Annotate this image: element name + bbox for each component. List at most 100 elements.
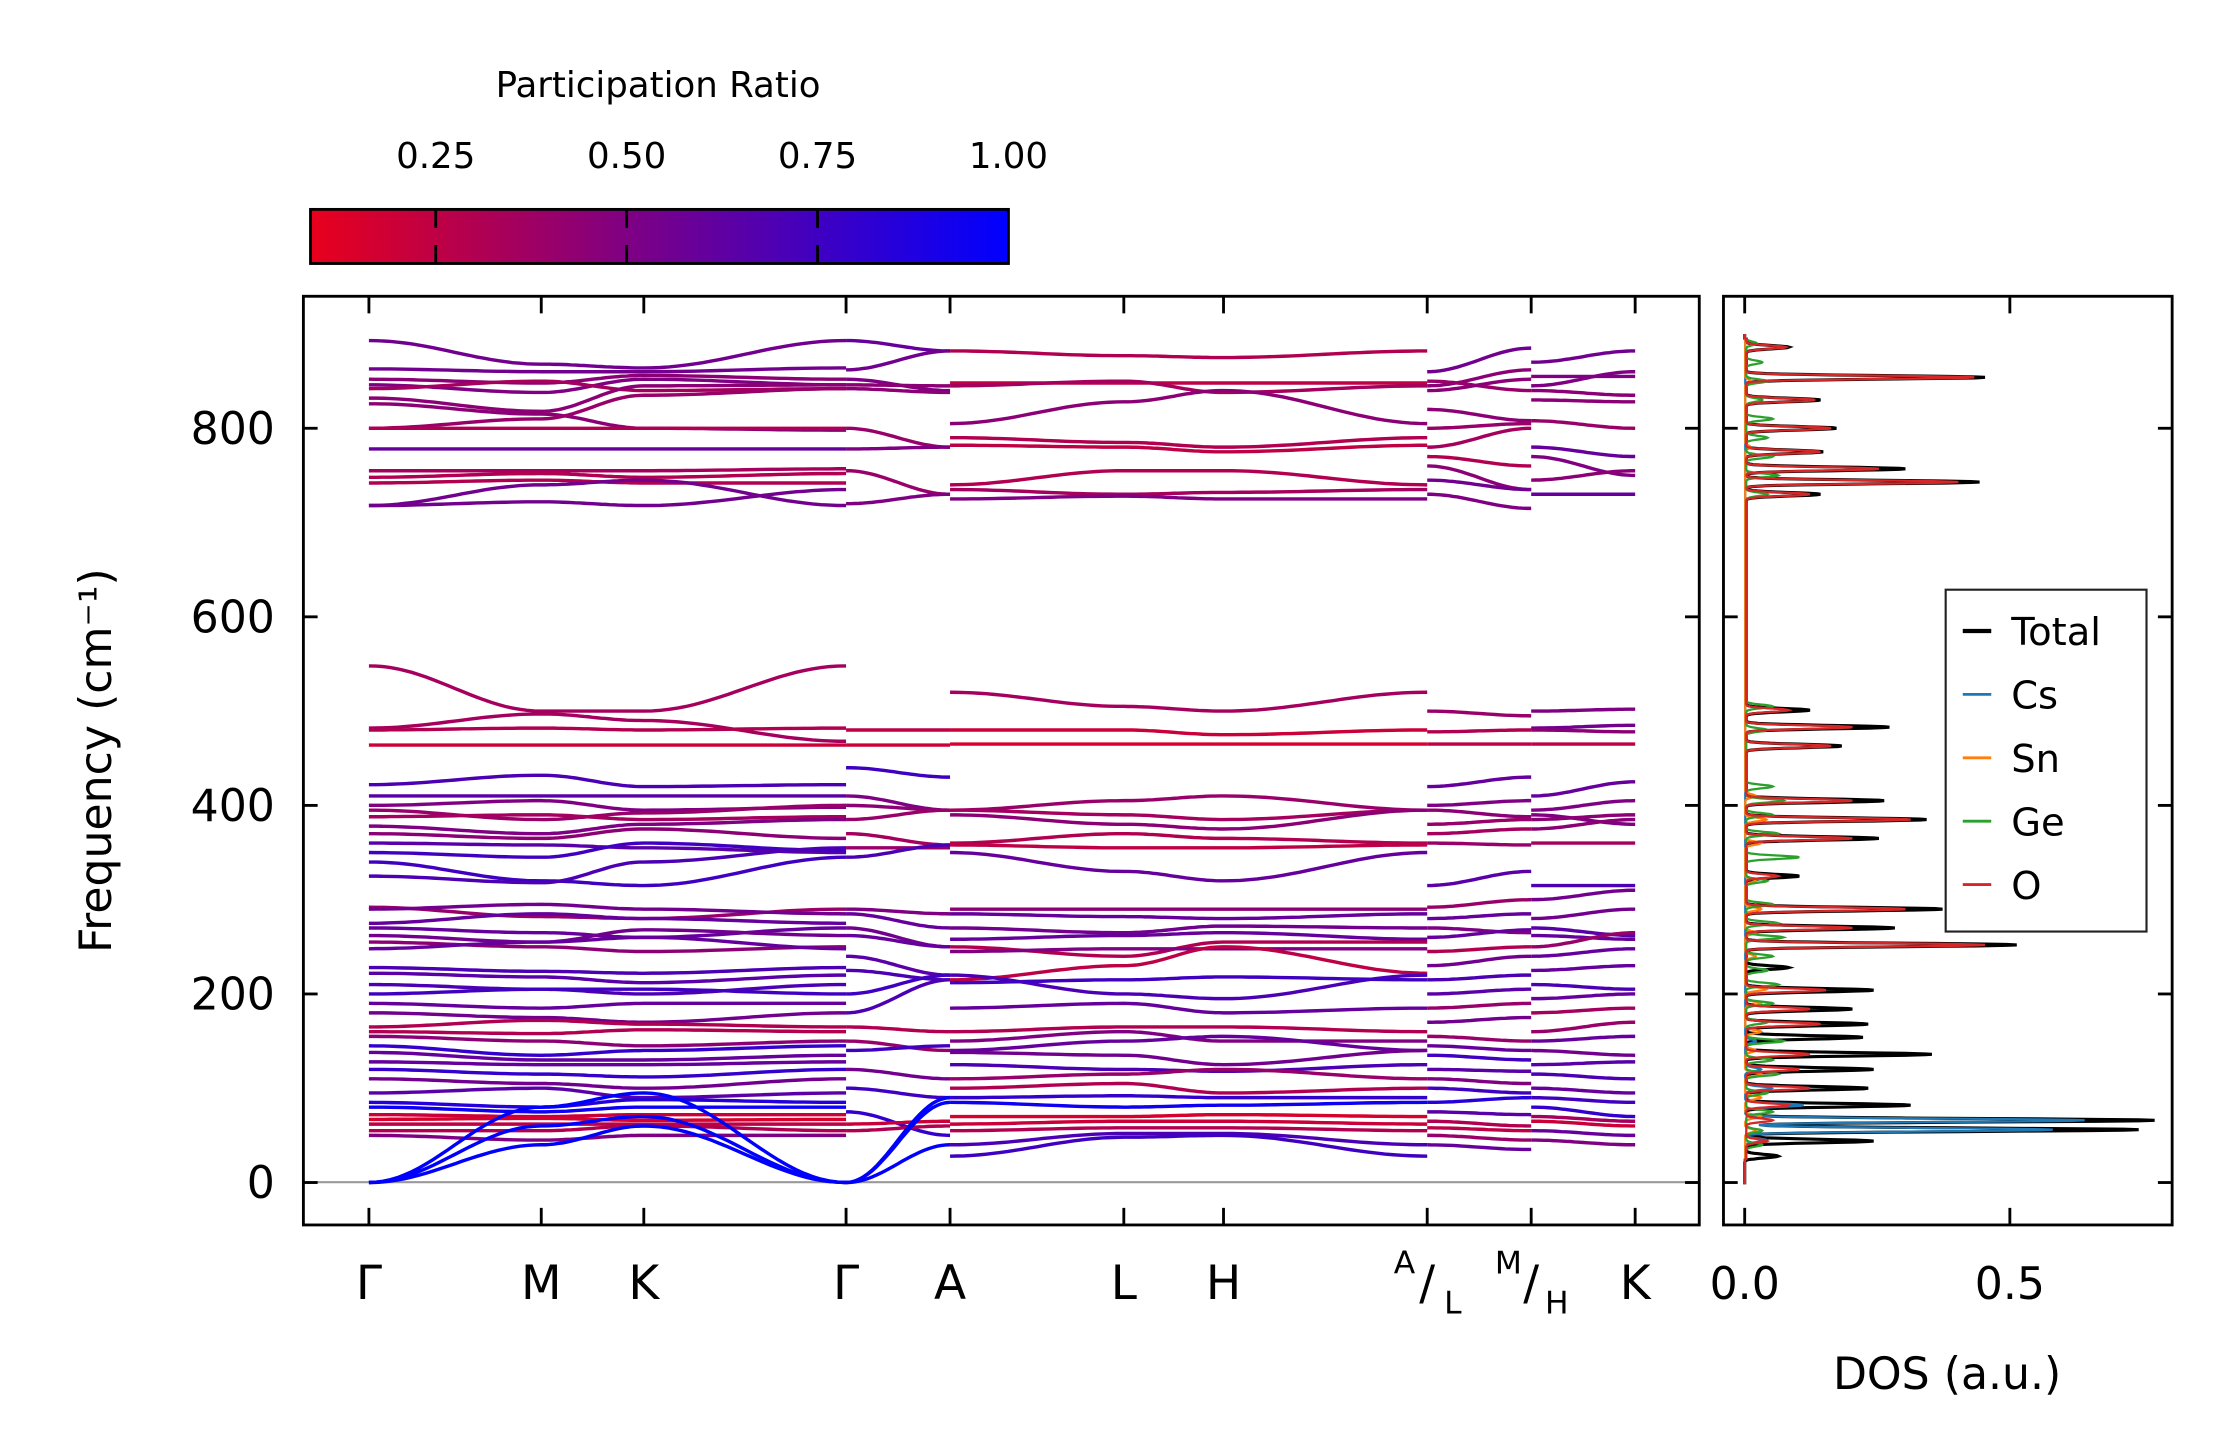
phonon-band xyxy=(1427,1110,1532,1117)
phonon-band xyxy=(1427,798,1532,808)
phonon-band xyxy=(846,383,951,388)
phonon-band xyxy=(1427,426,1532,449)
kpoint-label: Γ xyxy=(833,1256,859,1311)
phonon-band xyxy=(950,1131,1428,1147)
dos-axes: 0.0 0.5 DOS (a.u.) Total Cs Sn Ge O xyxy=(1710,294,2174,1400)
phonon-band xyxy=(846,338,951,353)
y-axis-label: Frequency (cm⁻¹) xyxy=(71,568,122,953)
phonon-band xyxy=(846,426,951,449)
phonon-band xyxy=(368,387,847,431)
phonon-band xyxy=(950,1119,1428,1126)
phonon-band xyxy=(1531,707,1636,713)
phonon-band xyxy=(846,1067,951,1081)
phonon-band xyxy=(368,1105,847,1114)
phonon-band xyxy=(950,1133,1428,1158)
legend: Total Cs Sn Ge O xyxy=(1944,588,2148,933)
legend-item-sn: Sn xyxy=(1962,737,2060,782)
phonon-band xyxy=(950,1001,1428,1015)
phonon-band xyxy=(1531,780,1636,798)
phonon-band xyxy=(1427,1053,1532,1062)
phonon-band xyxy=(1427,775,1532,789)
colorbar-gradient xyxy=(309,207,1010,265)
phonon-band xyxy=(368,965,847,975)
phonon-band xyxy=(1531,947,1636,959)
phonon-band xyxy=(368,1018,847,1029)
phonon-band xyxy=(846,933,951,949)
phonon-band xyxy=(368,987,847,996)
phonon-band xyxy=(950,1126,1428,1133)
phonon-band xyxy=(1531,1034,1636,1043)
phonon-band xyxy=(368,1097,847,1109)
phonon-band xyxy=(1427,1067,1532,1073)
colorbar-tick-label: 0.75 xyxy=(778,136,857,177)
phonon-band xyxy=(1531,1114,1636,1123)
dos-x-tick-label: 0.0 xyxy=(1710,1259,1780,1310)
phonon-band xyxy=(1427,1044,1532,1053)
phonon-band xyxy=(846,968,951,982)
phonon-band xyxy=(368,935,847,951)
phonon-band xyxy=(1531,723,1636,730)
phonon-band xyxy=(368,855,847,888)
phonon-band xyxy=(1531,419,1636,431)
y-tick-label: 600 xyxy=(191,593,275,644)
phonon-band xyxy=(1427,1119,1532,1128)
kpoint-label-sup: A xyxy=(1394,1245,1416,1281)
phonon-band xyxy=(846,1025,951,1034)
dos-axes-frame xyxy=(1722,294,2174,1227)
phonon-band xyxy=(368,1086,847,1100)
phonon-band xyxy=(1531,982,1636,991)
phonon-band xyxy=(950,843,1428,850)
phonon-band xyxy=(1427,817,1532,826)
phonon-band xyxy=(368,338,847,370)
phonon-band xyxy=(1531,1006,1636,1015)
phonon-band xyxy=(1531,1095,1636,1105)
phonon-band xyxy=(1531,469,1636,482)
phonon-band xyxy=(1427,945,1532,954)
phonon-band xyxy=(1427,368,1532,388)
y-tick-label: 800 xyxy=(191,404,275,455)
phonon-band xyxy=(950,831,1428,845)
kpoint-label: K xyxy=(1620,1256,1652,1311)
phonon-bands xyxy=(368,338,1636,1185)
phonon-band xyxy=(1427,954,1532,968)
phonon-band xyxy=(1427,1086,1532,1095)
phonon-band xyxy=(368,366,847,374)
phonon-band xyxy=(1427,1015,1532,1024)
phonon-band xyxy=(368,1124,847,1185)
phonon-band xyxy=(950,388,1428,426)
phonon-band xyxy=(1427,1001,1532,1010)
phonon-band xyxy=(1427,928,1532,940)
phonon-band xyxy=(846,1086,951,1100)
phonon-band xyxy=(368,1113,847,1119)
phonon-band xyxy=(846,912,951,930)
kpoint-label: M xyxy=(521,1256,562,1311)
phonon-band xyxy=(368,912,847,925)
phonon-band xyxy=(1427,1133,1532,1142)
phonon-band xyxy=(1531,370,1636,388)
phonon-band xyxy=(1531,992,1636,1001)
phonon-band xyxy=(368,1133,847,1142)
phonon-band xyxy=(1427,478,1532,492)
phonon-band xyxy=(950,1034,1428,1053)
kpoint-label: A xyxy=(934,1256,966,1311)
phonon-band xyxy=(1427,926,1532,935)
phonon-band xyxy=(368,1091,847,1185)
kpoint-label: K xyxy=(628,1256,660,1311)
phonon-band xyxy=(368,846,847,885)
phonon-band xyxy=(1427,841,1532,847)
phonon-band xyxy=(846,973,951,996)
phonon-band xyxy=(1531,388,1636,397)
phonon-band xyxy=(1531,930,1636,949)
y-tick-label: 200 xyxy=(191,970,275,1021)
phonon-band xyxy=(846,1143,951,1185)
phonon-band xyxy=(846,469,951,496)
phonon-band xyxy=(950,1067,1428,1081)
phonon-band xyxy=(950,443,1428,454)
dos-x-axis-label: DOS (a.u.) xyxy=(1833,1349,2061,1400)
phonon-band xyxy=(368,1001,847,1010)
phonon-band xyxy=(368,928,847,944)
phonon-band xyxy=(1531,888,1636,902)
phonon-band xyxy=(950,349,1428,360)
phonon-band xyxy=(846,387,951,395)
